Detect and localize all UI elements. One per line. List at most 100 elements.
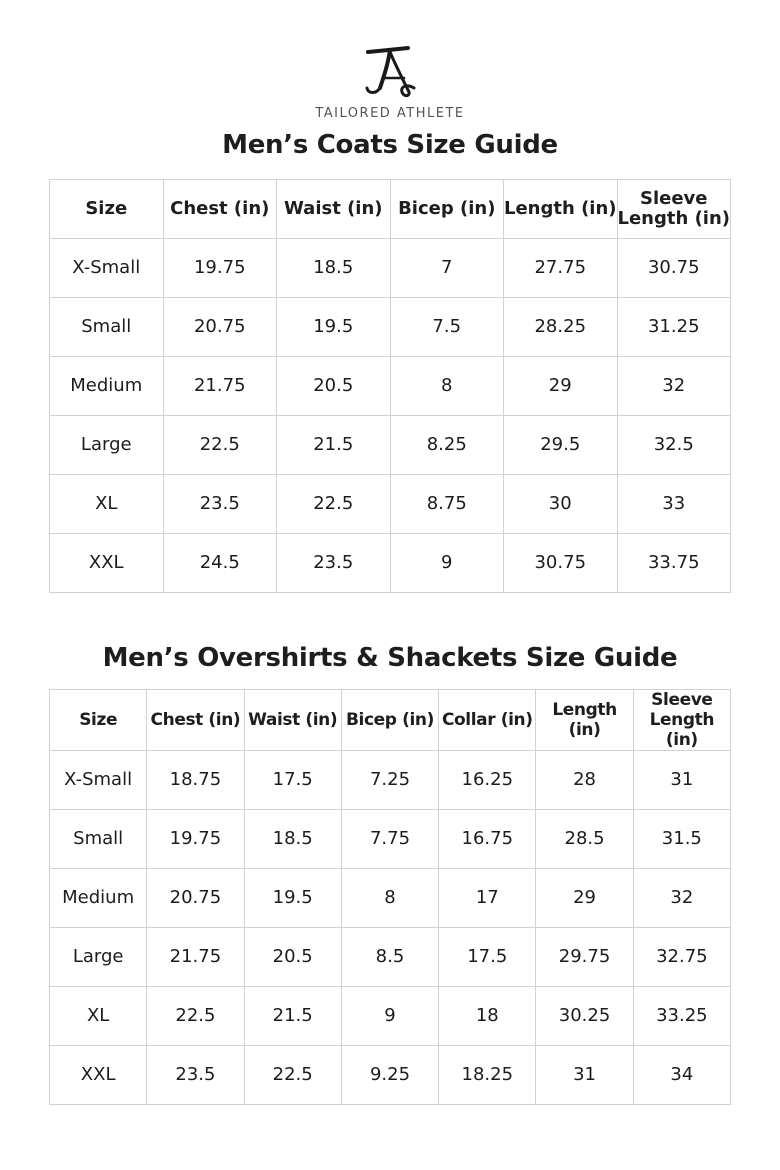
table-cell: 34 [632, 1045, 732, 1105]
table-cell: 20.75 [162, 297, 277, 357]
table-cell: 22.5 [146, 986, 245, 1046]
table-cell: 30 [503, 474, 618, 534]
header-cell: Bicep (in) [340, 689, 440, 751]
table-cell: 9 [340, 986, 440, 1046]
table-cell: 22.5 [276, 474, 391, 534]
header-cell: Bicep (in) [389, 179, 504, 239]
size-cell: XL [48, 986, 148, 1046]
table-cell: 18.5 [276, 238, 391, 298]
table-cell: 17.5 [438, 927, 537, 987]
table-row: XL 22.5 21.5 9 18 30.25 33.25 [48, 986, 732, 1046]
table-cell: 31.5 [632, 809, 732, 869]
table-row: Large 22.5 21.5 8.25 29.5 32.5 [49, 415, 731, 475]
table-cell: 27.75 [503, 238, 618, 298]
table-row: Small 20.75 19.5 7.5 28.25 31.25 [49, 297, 731, 357]
table-cell: 23.5 [146, 1045, 245, 1105]
table-row: X-Small 18.75 17.5 7.25 16.25 28 31 [48, 750, 732, 810]
table-cell: 19.75 [162, 238, 277, 298]
header-cell: Chest (in) [162, 179, 277, 239]
table-row: XXL 24.5 23.5 9 30.75 33.75 [49, 533, 731, 593]
table-cell: 21.5 [243, 986, 342, 1046]
header-cell: Waist (in) [243, 689, 342, 751]
table-cell: 23.5 [162, 474, 277, 534]
header-cell: Size [49, 179, 164, 239]
table-cell: 8.25 [389, 415, 504, 475]
table-cell: 16.25 [438, 750, 537, 810]
table-row: Large 21.75 20.5 8.5 17.5 29.75 32.75 [48, 927, 732, 987]
table-cell: 32 [616, 356, 731, 416]
table-cell: 31.25 [616, 297, 731, 357]
table-cell: 20.75 [146, 868, 245, 928]
table-header-row: Size Chest (in) Waist (in) Bicep (in) Co… [48, 689, 732, 751]
table-cell: 31 [632, 750, 732, 810]
table-cell: 29 [503, 356, 618, 416]
size-cell: XL [49, 474, 164, 534]
size-cell: X-Small [48, 750, 148, 810]
header-cell: Length (in) [535, 689, 634, 751]
table-cell: 21.75 [162, 356, 277, 416]
table-cell: 31 [535, 1045, 634, 1105]
table-cell: 18 [438, 986, 537, 1046]
header-cell: Sleeve Length (in) [616, 179, 731, 239]
table-cell: 17.5 [243, 750, 342, 810]
table-cell: 33.75 [616, 533, 731, 593]
header-cell: Size [48, 689, 148, 751]
overshirts-title: Men’s Overshirts & Shackets Size Guide [102, 643, 678, 673]
table-cell: 22.5 [162, 415, 277, 475]
table-cell: 7.5 [389, 297, 504, 357]
table-cell: 30.75 [503, 533, 618, 593]
table-cell: 32.5 [616, 415, 731, 475]
table-cell: 18.25 [438, 1045, 537, 1105]
table-cell: 21.75 [146, 927, 245, 987]
header-cell: Length (in) [503, 179, 618, 239]
table-cell: 21.5 [276, 415, 391, 475]
table-cell: 7 [389, 238, 504, 298]
table-cell: 19.5 [276, 297, 391, 357]
header-cell: Sleeve Length (in) [632, 689, 732, 751]
table-cell: 16.75 [438, 809, 537, 869]
table-cell: 17 [438, 868, 537, 928]
table-cell: 32 [632, 868, 732, 928]
table-cell: 28 [535, 750, 634, 810]
table-cell: 8.75 [389, 474, 504, 534]
table-cell: 30.25 [535, 986, 634, 1046]
table-header-row: Size Chest (in) Waist (in) Bicep (in) Le… [49, 179, 731, 239]
size-cell: Large [48, 927, 148, 987]
table-cell: 8 [340, 868, 440, 928]
table-cell: 9.25 [340, 1045, 440, 1105]
table-cell: 19.75 [146, 809, 245, 869]
brand-logo [0, 44, 780, 100]
size-cell: Large [49, 415, 164, 475]
brand-name: TAILORED ATHLETE [315, 106, 465, 121]
table-row: X-Small 19.75 18.5 7 27.75 30.75 [49, 238, 731, 298]
size-cell: Medium [49, 356, 164, 416]
table-cell: 28.25 [503, 297, 618, 357]
table-cell: 24.5 [162, 533, 277, 593]
table-row: XXL 23.5 22.5 9.25 18.25 31 34 [48, 1045, 732, 1105]
table-cell: 29 [535, 868, 634, 928]
header-cell: Waist (in) [276, 179, 391, 239]
table-cell: 23.5 [276, 533, 391, 593]
table-cell: 33 [616, 474, 731, 534]
size-cell: XXL [48, 1045, 148, 1105]
table-cell: 20.5 [276, 356, 391, 416]
table-cell: 30.75 [616, 238, 731, 298]
size-cell: Small [48, 809, 148, 869]
table-cell: 8 [389, 356, 504, 416]
table-cell: 29.5 [503, 415, 618, 475]
table-cell: 9 [389, 533, 504, 593]
overshirts-size-table: Size Chest (in) Waist (in) Bicep (in) Co… [48, 689, 732, 1105]
table-cell: 22.5 [243, 1045, 342, 1105]
size-cell: Small [49, 297, 164, 357]
coats-size-table: Size Chest (in) Waist (in) Bicep (in) Le… [49, 179, 731, 593]
size-cell: X-Small [49, 238, 164, 298]
ta-monogram-icon [365, 46, 416, 98]
table-row: Small 19.75 18.5 7.75 16.75 28.5 31.5 [48, 809, 732, 869]
table-row: Medium 21.75 20.5 8 29 32 [49, 356, 731, 416]
size-cell: Medium [48, 868, 148, 928]
table-cell: 19.5 [243, 868, 342, 928]
table-cell: 20.5 [243, 927, 342, 987]
header-cell: Chest (in) [146, 689, 245, 751]
table-cell: 28.5 [535, 809, 634, 869]
header-cell: Collar (in) [438, 689, 537, 751]
